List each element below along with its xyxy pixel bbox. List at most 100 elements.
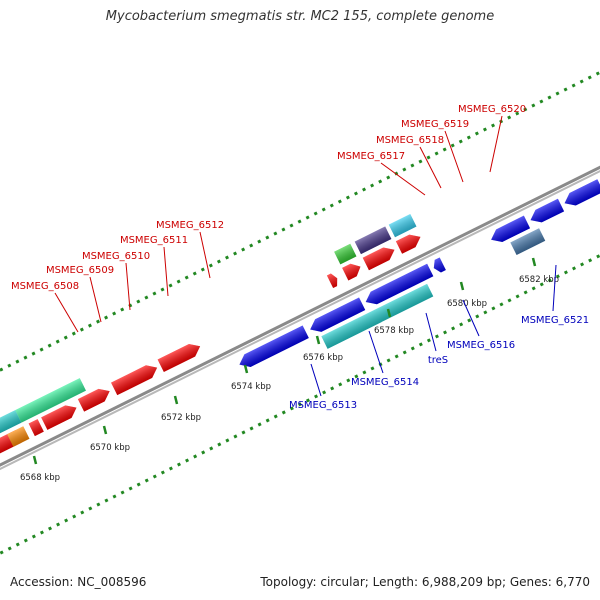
gene-arrow[interactable] xyxy=(363,263,434,309)
gene-label-forward[interactable]: MSMEG_6519 xyxy=(401,119,469,130)
grid-dotted-line xyxy=(321,207,326,212)
grid-dotted-line xyxy=(96,502,101,507)
grid-dotted-line xyxy=(378,179,383,184)
grid-dotted-line xyxy=(15,542,20,547)
gene-label-forward[interactable]: MSMEG_6512 xyxy=(156,220,224,231)
grid-dotted-line xyxy=(579,79,584,84)
gene-arrow[interactable] xyxy=(488,215,531,246)
grid-dotted-line xyxy=(402,167,407,172)
gene-block[interactable] xyxy=(7,426,30,447)
tick-mark xyxy=(173,395,179,405)
gene-label-forward[interactable]: MSMEG_6509 xyxy=(46,265,114,276)
grid-dotted-line xyxy=(185,458,190,463)
feature-block[interactable] xyxy=(15,378,86,423)
grid-dotted-line xyxy=(338,382,343,387)
feature-block[interactable] xyxy=(0,410,22,458)
gene-arrow[interactable] xyxy=(0,426,29,473)
gene-arrow[interactable] xyxy=(561,179,600,209)
grid-dotted-line xyxy=(386,358,391,363)
gene-label-forward[interactable]: MSMEG_6511 xyxy=(120,235,188,246)
feature-block[interactable] xyxy=(321,283,434,349)
grid-dotted-line xyxy=(241,430,246,435)
gene-label-reverse[interactable]: MSMEG_6521 xyxy=(521,315,589,326)
tick-label: 6582 kbp xyxy=(519,275,559,285)
gene-arrow[interactable] xyxy=(326,272,340,289)
feature-block[interactable] xyxy=(354,226,392,255)
grid-dotted-line xyxy=(55,339,60,344)
gene-arrow[interactable] xyxy=(362,243,398,271)
grid-dotted-line xyxy=(474,131,479,136)
gene-arrow[interactable] xyxy=(77,385,113,412)
grid-dotted-line xyxy=(458,139,463,144)
label-leader-line xyxy=(380,162,426,196)
grid-dotted-line xyxy=(257,239,262,244)
gene-label-reverse[interactable]: MSMEG_6516 xyxy=(447,340,515,351)
grid-dotted-line xyxy=(71,331,76,336)
gene-label-forward[interactable]: MSMEG_6518 xyxy=(376,135,444,146)
feature-block[interactable] xyxy=(334,243,357,265)
gene-arrow[interactable] xyxy=(111,361,160,396)
grid-dotted-line xyxy=(595,71,600,76)
feature-block[interactable] xyxy=(510,228,546,256)
grid-dotted-line xyxy=(289,406,294,411)
gene-label-forward[interactable]: MSMEG_6517 xyxy=(337,151,405,162)
grid-dotted-line xyxy=(370,183,375,188)
grid-dotted-line xyxy=(507,298,512,303)
label-leader-line xyxy=(89,276,102,323)
grid-dotted-line xyxy=(482,127,487,132)
grid-dotted-line xyxy=(224,255,230,260)
grid-dotted-line xyxy=(160,470,165,475)
gene-arrow[interactable] xyxy=(431,257,446,274)
tick-mark xyxy=(459,281,465,291)
gene-label-reverse[interactable]: treS xyxy=(428,355,448,366)
gene-label-forward[interactable]: MSMEG_6508 xyxy=(11,281,79,292)
gene-arrow[interactable] xyxy=(41,401,79,430)
label-leader-line xyxy=(54,292,79,333)
gene-arrow[interactable] xyxy=(236,325,309,370)
grid-dotted-line xyxy=(160,287,165,292)
gene-arrow[interactable] xyxy=(527,198,565,227)
grid-dotted-line xyxy=(362,187,367,192)
label-leader-line xyxy=(425,312,437,352)
gene-arrow[interactable] xyxy=(395,231,424,254)
grid-dotted-line xyxy=(23,355,28,360)
grid-dotted-line xyxy=(362,370,367,375)
gene-label-forward[interactable]: MSMEG_6510 xyxy=(82,251,150,262)
label-leader-line xyxy=(444,130,464,183)
grid-dotted-line xyxy=(265,235,270,240)
map-title: Mycobacterium smegmatis str. MC2 155, co… xyxy=(105,9,495,24)
gene-block[interactable] xyxy=(28,419,44,437)
grid-dotted-line xyxy=(216,259,221,264)
grid-dotted-line xyxy=(499,302,504,307)
grid-dotted-line xyxy=(39,347,44,352)
grid-dotted-line xyxy=(313,211,318,216)
grid-dotted-line xyxy=(136,482,141,487)
gene-arrow[interactable] xyxy=(157,340,204,373)
gene-arrow[interactable] xyxy=(342,260,363,281)
grid-dotted-line xyxy=(88,506,93,511)
gene-arrow[interactable] xyxy=(307,297,366,335)
grid-dotted-line xyxy=(80,510,85,515)
grid-dotted-line xyxy=(410,163,415,168)
gene-label-forward[interactable]: MSMEG_6520 xyxy=(458,104,526,115)
label-leader-line xyxy=(310,363,322,397)
accession-text: Accession: NC_008596 xyxy=(10,575,147,589)
grid-dotted-line xyxy=(144,295,149,300)
grid-dotted-line xyxy=(418,342,423,347)
tick-label: 6572 kbp xyxy=(161,413,201,423)
topology-text: Topology: circular; Length: 6,988,209 bp… xyxy=(260,575,590,589)
grid-dotted-line xyxy=(168,466,173,471)
grid-dotted-line xyxy=(112,311,117,316)
grid-dotted-line xyxy=(329,203,334,208)
grid-dotted-line xyxy=(442,147,447,152)
tick-mark xyxy=(102,425,108,435)
grid-dotted-line xyxy=(273,231,278,236)
gene-label-reverse[interactable]: MSMEG_6514 xyxy=(351,377,419,388)
grid-dotted-line xyxy=(394,354,399,359)
gene-label-reverse[interactable]: MSMEG_6513 xyxy=(289,400,357,411)
feature-block[interactable] xyxy=(388,214,417,238)
grid-dotted-line xyxy=(523,290,528,295)
grid-dotted-line xyxy=(208,263,213,268)
grid-dotted-line xyxy=(152,291,157,296)
